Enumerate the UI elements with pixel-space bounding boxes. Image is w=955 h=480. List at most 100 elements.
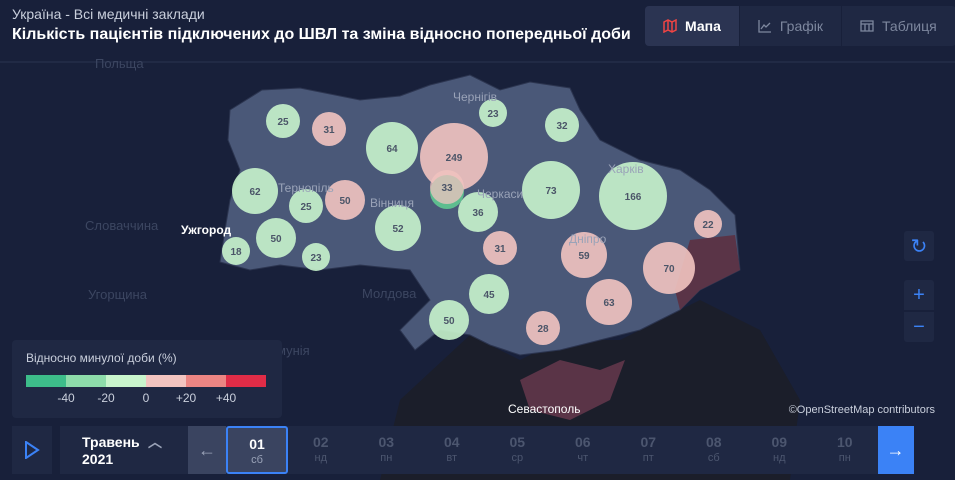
next-day-button[interactable]: →	[877, 426, 914, 474]
reset-view-button[interactable]: ↻	[904, 231, 934, 261]
region-bubble[interactable]: 50	[256, 218, 296, 258]
day-weekday: нд	[314, 452, 328, 464]
bubble-circle	[429, 300, 469, 340]
tab-table[interactable]: Таблиця	[842, 6, 955, 46]
region-bubble[interactable]: 59	[561, 232, 607, 278]
day-number: 07	[640, 434, 657, 450]
day-item[interactable]: 09 нд	[747, 426, 813, 474]
day-item[interactable]: 07 пт	[616, 426, 682, 474]
day-weekday: пн	[838, 452, 851, 464]
map-icon	[663, 19, 677, 33]
day-item[interactable]: 03 пн	[354, 426, 420, 474]
day-item[interactable]: 01 сб	[226, 426, 288, 474]
legend-tick: -20	[97, 391, 115, 405]
day-number: 06	[574, 434, 591, 450]
region-bubble[interactable]: 50	[325, 180, 365, 220]
bubble-value: 28	[537, 324, 549, 335]
region-bubble[interactable]: 166	[599, 162, 667, 230]
map-label-poland: Польща	[95, 56, 144, 71]
legend-tick: +20	[175, 391, 197, 405]
bubble-circle	[325, 180, 365, 220]
previous-day-button[interactable]: ←	[188, 426, 226, 474]
region-bubble[interactable]: 22	[694, 210, 722, 238]
day-weekday: сб	[707, 452, 720, 464]
bubble-value: 23	[310, 253, 322, 264]
month-label: Травень	[82, 434, 140, 450]
bubble-value: 18	[230, 247, 242, 258]
day-weekday: пт	[642, 452, 654, 464]
attribution[interactable]: ©OpenStreetMap contributors	[788, 404, 935, 416]
bubble-circle	[522, 161, 580, 219]
day-weekday: пн	[380, 452, 393, 464]
bubble-circle	[256, 218, 296, 258]
arrow-left-icon: ←	[198, 439, 216, 460]
bubble-circle	[599, 162, 667, 230]
region-bubble[interactable]: 18	[222, 237, 250, 265]
region-bubble[interactable]: 23	[302, 243, 330, 271]
bubble-value: 50	[443, 316, 455, 327]
zoom-in-button[interactable]: +	[904, 280, 934, 310]
zoom-out-button[interactable]: −	[904, 312, 934, 342]
bubble-circle	[479, 99, 507, 127]
map-label-hungary: Угорщина	[88, 287, 147, 302]
day-item[interactable]: 04 вт	[419, 426, 485, 474]
arrow-right-icon: →	[886, 439, 905, 460]
bubble-circle	[643, 242, 695, 294]
region-bubble[interactable]: 50	[429, 300, 469, 340]
region-bubble[interactable]: 25	[266, 104, 300, 138]
day-item[interactable]: 06 чт	[550, 426, 616, 474]
region-bubble[interactable]: 25	[289, 189, 323, 223]
bubble-value: 50	[339, 196, 351, 207]
tab-chart[interactable]: Графік	[740, 6, 842, 46]
bubble-circle	[561, 232, 607, 278]
region-bubble[interactable]: 62	[232, 168, 278, 214]
tab-map[interactable]: Мапа	[645, 6, 740, 46]
day-number: 05	[509, 434, 526, 450]
day-weekday: вт	[446, 452, 458, 464]
region-bubble[interactable]: 32	[545, 108, 579, 142]
region-bubble[interactable]: 31	[312, 112, 346, 146]
bubble-circle	[430, 170, 464, 204]
minus-icon: −	[913, 315, 925, 338]
region-bubble[interactable]: 52	[375, 205, 421, 251]
day-item[interactable]: 10 пн	[812, 426, 878, 474]
region-bubble[interactable]: 28	[526, 311, 560, 345]
day-item[interactable]: 05 ср	[485, 426, 551, 474]
region-bubble[interactable]: 33	[430, 170, 464, 209]
region-bubble[interactable]: 63	[586, 279, 632, 325]
bubble-circle	[694, 210, 722, 238]
region-bubble[interactable]: 23	[479, 99, 507, 127]
year-label: 2021	[82, 451, 114, 467]
map-label-moldova: Молдова	[362, 286, 417, 301]
day-item[interactable]: 08 сб	[681, 426, 747, 474]
day-list: 01 сб 02 нд 03 пн 04 вт 05 ср 06 чт 07 пт 08 сб 09 нд 10 пн	[226, 426, 878, 474]
bubble-circle	[526, 311, 560, 345]
legend-swatch	[226, 375, 266, 387]
tab-map-label: Мапа	[685, 18, 721, 34]
line-chart-icon	[758, 20, 771, 33]
day-weekday: сб	[251, 454, 263, 466]
legend-tick: -40	[57, 391, 75, 405]
region-bubble[interactable]: 31	[483, 231, 517, 265]
map-label-cherkasy: Черкаси	[477, 187, 524, 201]
map-label-vinnytsia: Вінниця	[370, 196, 414, 210]
region-bubble[interactable]: 70	[643, 242, 695, 294]
day-weekday: нд	[773, 452, 786, 464]
day-item[interactable]: 02 нд	[288, 426, 354, 474]
chevron-up-icon: ︿	[148, 434, 162, 450]
region-bubble[interactable]: 64	[366, 122, 418, 174]
bubble-value: 23	[487, 109, 499, 120]
bubble-value: 36	[472, 208, 484, 219]
bubble-value: 50	[270, 234, 282, 245]
month-selector[interactable]: Травень 2021 ︿	[60, 426, 188, 474]
legend-tick: 0	[142, 391, 150, 405]
bubble-circle	[375, 205, 421, 251]
map-label-sevastopol: Севастополь	[508, 402, 581, 416]
legend: Відносно минулої доби (%) -40 -20 0 +20 +40	[12, 340, 282, 418]
play-button[interactable]	[12, 426, 52, 474]
region-bubble[interactable]: 73	[522, 161, 580, 219]
legend-color-scale	[26, 375, 268, 387]
region-bubble[interactable]: 45	[469, 274, 509, 314]
region-bubble[interactable]: 36	[458, 192, 498, 232]
day-number: 04	[443, 434, 460, 450]
